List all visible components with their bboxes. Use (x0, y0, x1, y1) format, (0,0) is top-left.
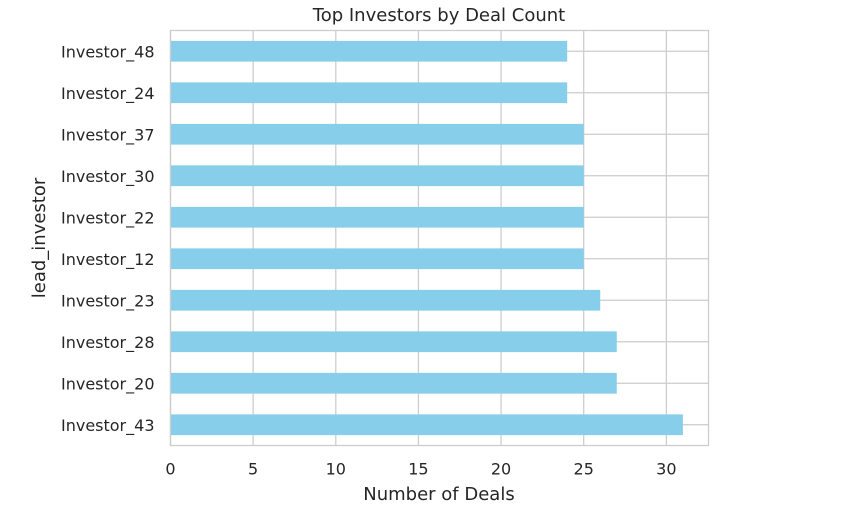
y-tick-label: Investor_12 (61, 250, 155, 270)
x-tick-label: 10 (326, 460, 346, 479)
bar-investor-28 (170, 331, 617, 353)
y-tick-label: Investor_30 (61, 167, 155, 187)
y-tick-label: Investor_20 (61, 374, 155, 394)
y-tick-label: Investor_22 (61, 208, 155, 228)
bar-investor-37 (170, 123, 584, 145)
bar-investor-24 (170, 82, 568, 104)
x-tick-label: 25 (574, 460, 594, 479)
bar-investor-22 (170, 206, 584, 228)
chart-title: Top Investors by Deal Count (312, 5, 565, 26)
plot-frame (169, 29, 710, 447)
x-tick-label: 0 (165, 460, 175, 479)
y-axis-label: lead_investor (29, 177, 50, 298)
x-tick-label: 5 (248, 460, 258, 479)
y-tick-label: Investor_24 (61, 84, 155, 104)
bar-investor-23 (170, 289, 601, 311)
bar-investor-43 (170, 414, 683, 436)
bar-investor-48 (170, 40, 568, 62)
y-tick-label: Investor_48 (61, 42, 155, 62)
x-tick-label: 30 (656, 460, 676, 479)
bar-investor-12 (170, 248, 584, 270)
y-tick-labels: Investor_43 Investor_20 Investor_28 Investo… (61, 42, 155, 436)
bar-investor-30 (170, 165, 584, 187)
y-tick-label: Investor_28 (61, 333, 155, 353)
x-tick-labels: 0 5 10 15 20 25 30 (165, 460, 676, 479)
bars (170, 40, 683, 436)
y-tick-label: Investor_37 (61, 125, 155, 145)
bar-investor-20 (170, 372, 617, 394)
x-tick-label: 20 (491, 460, 511, 479)
y-tick-label: Investor_43 (61, 416, 155, 436)
x-axis-label: Number of Deals (363, 484, 514, 505)
x-tick-label: 15 (408, 460, 428, 479)
y-tick-label: Investor_23 (61, 291, 155, 311)
